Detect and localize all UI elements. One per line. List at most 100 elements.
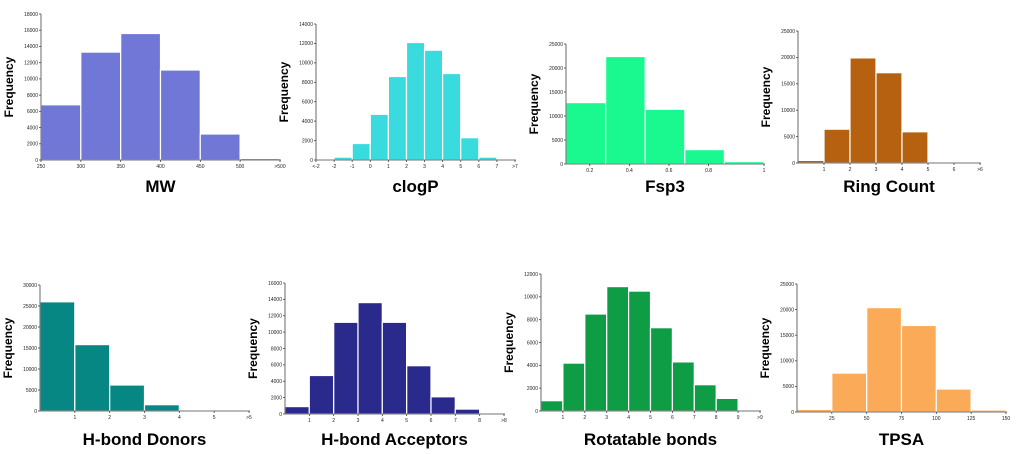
x-tick-label-clogp-11: >7 bbox=[512, 164, 518, 170]
bar-hba-3 bbox=[357, 302, 383, 415]
bar-tpsa-2 bbox=[866, 307, 903, 413]
x-tick-label-hba-6: 7 bbox=[454, 418, 457, 424]
y-tick-label-clogp-6: 12000 bbox=[299, 41, 313, 47]
chart-clogp: 0 2000 4000 6000 8000 10000 12000 14000 <-2 -2 -1 0… bbox=[277, 22, 518, 196]
y-tick-label-mw-5: 10000 bbox=[24, 77, 38, 83]
bar-hba-1 bbox=[308, 374, 335, 415]
bar-rotb-7 bbox=[693, 384, 717, 412]
y-axis-label-tpsa: Frequency bbox=[758, 317, 772, 378]
x-tick-label-hba-8: >8 bbox=[501, 418, 507, 424]
x-tick-label-ring-5: 6 bbox=[953, 167, 956, 173]
bar-fsp3-2 bbox=[644, 108, 686, 165]
x-tick-label-ring-0: 1 bbox=[823, 167, 826, 173]
y-axis-label-hbd: Frequency bbox=[1, 317, 15, 378]
x-tick-label-hba-1: 2 bbox=[332, 418, 335, 424]
x-tick-label-rotb-7: 8 bbox=[715, 415, 718, 421]
bar-tpsa-4 bbox=[935, 388, 972, 413]
x-tick-label-rotb-4: 5 bbox=[649, 415, 652, 421]
x-tick-label-clogp-4: 1 bbox=[387, 164, 390, 170]
x-tick-label-rotb-0: 1 bbox=[562, 415, 565, 421]
bar-clogp-5 bbox=[405, 41, 426, 161]
bar-hba-4 bbox=[381, 321, 408, 415]
bar-clogp-9 bbox=[478, 156, 498, 161]
x-tick-label-mw-4: 450 bbox=[196, 164, 205, 170]
y-tick-label-rotb-2: 4000 bbox=[527, 363, 538, 369]
x-tick-label-hba-7: 8 bbox=[478, 418, 481, 424]
x-tick-label-hbd-2: 3 bbox=[143, 415, 146, 421]
y-tick-label-mw-1: 2000 bbox=[27, 142, 38, 148]
bar-hbd-0 bbox=[39, 301, 76, 412]
y-tick-label-ring-1: 5000 bbox=[784, 134, 795, 140]
x-tick-label-rotb-8: 9 bbox=[737, 415, 740, 421]
x-tick-label-tpsa-3: 100 bbox=[932, 416, 941, 422]
x-tick-label-ring-2: 3 bbox=[875, 167, 878, 173]
bar-rotb-4 bbox=[627, 290, 652, 412]
bar-fsp3-0 bbox=[565, 101, 607, 165]
y-tick-label-clogp-1: 2000 bbox=[302, 138, 313, 144]
bar-clogp-1 bbox=[333, 156, 353, 161]
x-tick-label-hbd-3: 4 bbox=[178, 415, 181, 421]
bar-rotb-1 bbox=[562, 362, 586, 412]
x-tick-label-clogp-8: 5 bbox=[459, 164, 462, 170]
x-tick-label-clogp-10: 7 bbox=[496, 164, 499, 170]
x-tick-label-rotb-6: 7 bbox=[693, 415, 696, 421]
x-tick-label-rotb-5: 6 bbox=[671, 415, 674, 421]
y-tick-label-ring-4: 20000 bbox=[781, 55, 795, 61]
y-tick-label-rotb-4: 8000 bbox=[527, 317, 538, 323]
chart-hbd: 0 5000 10000 15000 20000 25000 30000 1 2 3 4 5 >5 Fre… bbox=[1, 283, 252, 449]
x-tick-label-mw-6: >500 bbox=[274, 164, 285, 170]
y-tick-label-tpsa-4: 20000 bbox=[780, 307, 794, 313]
chart-ring: 0 5000 10000 15000 20000 25000 1 2 3 4 5 6 >6 Frequen… bbox=[759, 29, 983, 196]
y-axis-label-clogp: Frequency bbox=[277, 61, 291, 122]
x-tick-label-clogp-9: 6 bbox=[477, 164, 480, 170]
x-tick-label-mw-3: 400 bbox=[156, 164, 165, 170]
x-tick-label-hba-2: 3 bbox=[357, 418, 360, 424]
bar-hba-2 bbox=[333, 321, 359, 415]
y-tick-label-clogp-4: 8000 bbox=[302, 80, 313, 86]
y-tick-label-hbd-3: 15000 bbox=[23, 346, 37, 352]
x-tick-label-hba-0: 1 bbox=[308, 418, 311, 424]
chart-title-clogp: clogP bbox=[392, 177, 438, 196]
bar-rotb-0 bbox=[540, 400, 564, 412]
x-tick-label-tpsa-5: 150 bbox=[1002, 416, 1011, 422]
y-tick-label-ring-3: 15000 bbox=[781, 82, 795, 88]
bar-rotb-6 bbox=[671, 361, 695, 412]
y-tick-label-hbd-0: 0 bbox=[34, 409, 37, 415]
x-tick-label-tpsa-1: 50 bbox=[864, 416, 870, 422]
x-tick-label-tpsa-2: 75 bbox=[899, 416, 905, 422]
y-tick-label-hbd-4: 20000 bbox=[23, 325, 37, 331]
y-tick-label-hbd-6: 30000 bbox=[23, 283, 37, 289]
bar-tpsa-1 bbox=[831, 372, 868, 413]
y-tick-label-ring-5: 25000 bbox=[781, 29, 795, 35]
bar-hbd-1 bbox=[74, 344, 111, 412]
y-tick-label-rotb-5: 10000 bbox=[524, 295, 538, 301]
y-tick-label-hba-0: 0 bbox=[279, 412, 282, 418]
bar-rotb-3 bbox=[606, 286, 630, 412]
y-tick-label-hba-7: 14000 bbox=[268, 297, 282, 303]
y-tick-label-hba-3: 6000 bbox=[271, 363, 282, 369]
bar-rotb-8 bbox=[715, 397, 739, 412]
bar-fsp3-1 bbox=[604, 55, 646, 165]
chart-mw: 0 2000 4000 6000 8000 10000 12000 14000 16000 180… bbox=[2, 12, 286, 196]
y-tick-label-hba-1: 2000 bbox=[271, 395, 282, 401]
bar-hbd-3 bbox=[143, 404, 180, 412]
x-tick-label-clogp-6: 3 bbox=[423, 164, 426, 170]
bar-hba-6 bbox=[430, 396, 456, 415]
y-tick-label-hbd-2: 10000 bbox=[23, 367, 37, 373]
y-tick-label-mw-7: 14000 bbox=[24, 44, 38, 50]
bar-mw-0 bbox=[40, 104, 82, 161]
bar-mw-2 bbox=[120, 32, 162, 161]
bar-ring-3 bbox=[875, 72, 903, 164]
y-tick-label-mw-0: 0 bbox=[35, 158, 38, 164]
chart-hba: 0 2000 4000 6000 8000 10000 12000 14000 16000 1 2 3… bbox=[246, 281, 507, 449]
y-tick-label-rotb-1: 2000 bbox=[527, 386, 538, 392]
bar-rotb-2 bbox=[584, 313, 608, 412]
x-tick-label-fsp3-2: 0.6 bbox=[665, 168, 672, 174]
y-tick-label-rotb-6: 12000 bbox=[524, 272, 538, 278]
x-tick-label-rotb-2: 3 bbox=[605, 415, 608, 421]
y-axis-label-mw: Frequency bbox=[2, 56, 16, 117]
y-tick-label-tpsa-5: 25000 bbox=[780, 282, 794, 288]
bar-hba-0 bbox=[284, 406, 310, 415]
bar-ring-1 bbox=[823, 128, 851, 164]
y-tick-label-tpsa-3: 15000 bbox=[780, 333, 794, 339]
